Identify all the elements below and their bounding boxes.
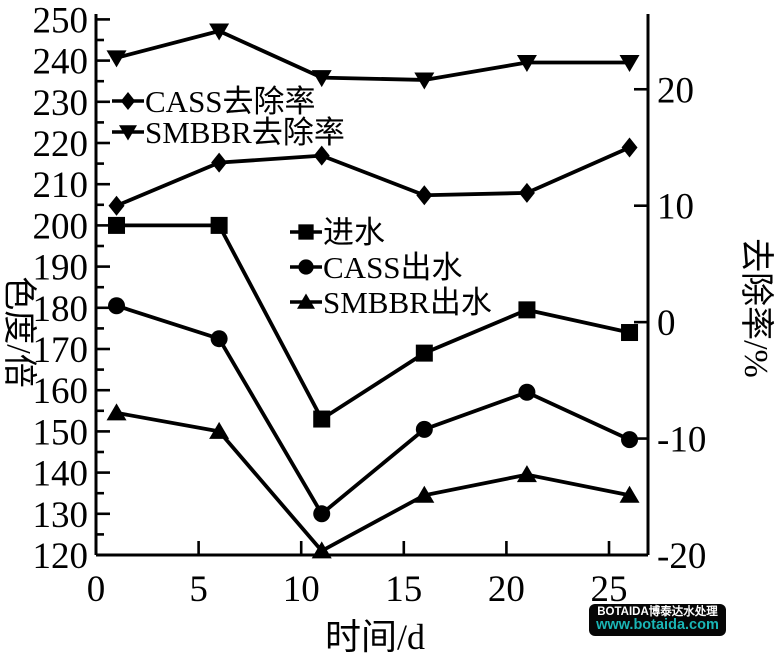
y-left-tick-label: 140 (33, 454, 89, 495)
series-marker-influent (108, 216, 126, 234)
y-left-tick-label: 200 (33, 206, 89, 247)
series-marker-smbbr-effluent (516, 465, 537, 483)
series-marker-influent (621, 324, 639, 342)
y-left-tick-label: 170 (33, 330, 89, 371)
x-tick-label: 10 (283, 569, 320, 610)
series-marker-cass-removal (416, 185, 433, 206)
series-marker-cass-effluent (621, 431, 639, 449)
series-marker-smbbr-removal (516, 54, 537, 72)
series-marker-cass-effluent (210, 330, 228, 348)
legend-label: SMBBR去除率 (145, 115, 345, 150)
y-right-tick-label: -10 (657, 420, 706, 461)
series-marker-smbbr-effluent (414, 485, 435, 503)
y-left-tick-label: 160 (33, 371, 89, 412)
y-left-tick-label: 230 (33, 83, 89, 124)
legend-marker-square-icon (298, 224, 314, 240)
y-right-tick-label: 10 (657, 187, 694, 228)
left-axis-title: 色度/倍 (0, 276, 38, 387)
series-line-smbbr-removal (116, 29, 630, 82)
legend-label: CASS出水 (323, 250, 463, 285)
series-marker-influent (415, 344, 433, 362)
y-left-tick-label: 220 (33, 124, 89, 165)
series-marker-smbbr-removal (311, 70, 332, 88)
series-marker-cass-effluent (108, 297, 126, 315)
legend-marker-circle-icon (298, 259, 314, 275)
y-left-tick-label: 130 (33, 495, 89, 536)
legend-marker-triangle-up-icon (297, 293, 315, 309)
x-tick-label: 25 (591, 569, 628, 610)
y-right-tick-label: -20 (657, 536, 706, 577)
series-marker-smbbr-removal (619, 54, 640, 72)
x-tick-label: 0 (87, 569, 106, 610)
series-marker-smbbr-effluent (619, 485, 640, 503)
series-marker-cass-removal (518, 182, 535, 203)
series-marker-cass-removal (313, 145, 330, 166)
watermark-badge: BOTAIDA博泰达水处理 www.botaida.com (589, 604, 726, 636)
series-line-influent (116, 223, 630, 422)
series-marker-cass-effluent (415, 420, 433, 438)
y-left-tick-label: 150 (33, 412, 89, 453)
y-left-tick-label: 180 (33, 289, 89, 330)
series-marker-influent (518, 301, 536, 319)
legend-marker-triangle-down-icon (119, 125, 137, 141)
legend-marker-diamond-icon (120, 92, 136, 110)
x-axis-title: 时间/d (325, 617, 425, 657)
series-marker-influent (313, 410, 331, 428)
series-marker-cass-effluent (518, 383, 536, 401)
series-marker-influent (210, 216, 228, 234)
series-marker-smbbr-effluent (209, 421, 230, 439)
series-line-cass-removal (115, 145, 631, 208)
right-axis-title: 去除率/% (737, 238, 775, 378)
series-line-smbbr-effluent (116, 410, 630, 554)
y-left-tick-label: 250 (33, 0, 89, 41)
series-marker-smbbr-removal (209, 23, 230, 41)
y-right-tick-label: 20 (657, 70, 694, 111)
watermark-url: www.botaida.com (596, 617, 719, 634)
series-line-cass-effluent (115, 303, 631, 517)
series-marker-cass-removal (108, 195, 125, 216)
series-marker-cass-removal (211, 152, 228, 173)
series-marker-cass-effluent (313, 505, 331, 523)
series-marker-smbbr-removal (106, 50, 127, 68)
legend-label: 进水 (323, 215, 385, 250)
y-left-tick-label: 240 (33, 42, 89, 83)
legend-label: CASS去除率 (145, 84, 316, 119)
x-tick-label: 5 (189, 569, 208, 610)
series-marker-smbbr-removal (414, 72, 435, 90)
y-left-tick-label: 120 (33, 536, 89, 577)
legend-label: SMBBR出水 (323, 285, 492, 320)
series-marker-smbbr-effluent (106, 403, 127, 421)
y-right-tick-label: 0 (657, 303, 676, 344)
x-tick-label: 20 (488, 569, 525, 610)
y-left-tick-label: 210 (33, 165, 89, 206)
y-left-tick-label: 190 (33, 248, 89, 289)
x-tick-label: 15 (385, 569, 422, 610)
series-marker-smbbr-effluent (311, 541, 332, 559)
series-marker-cass-removal (621, 137, 638, 158)
watermark-title: BOTAIDA博泰达水处理 (597, 605, 718, 618)
